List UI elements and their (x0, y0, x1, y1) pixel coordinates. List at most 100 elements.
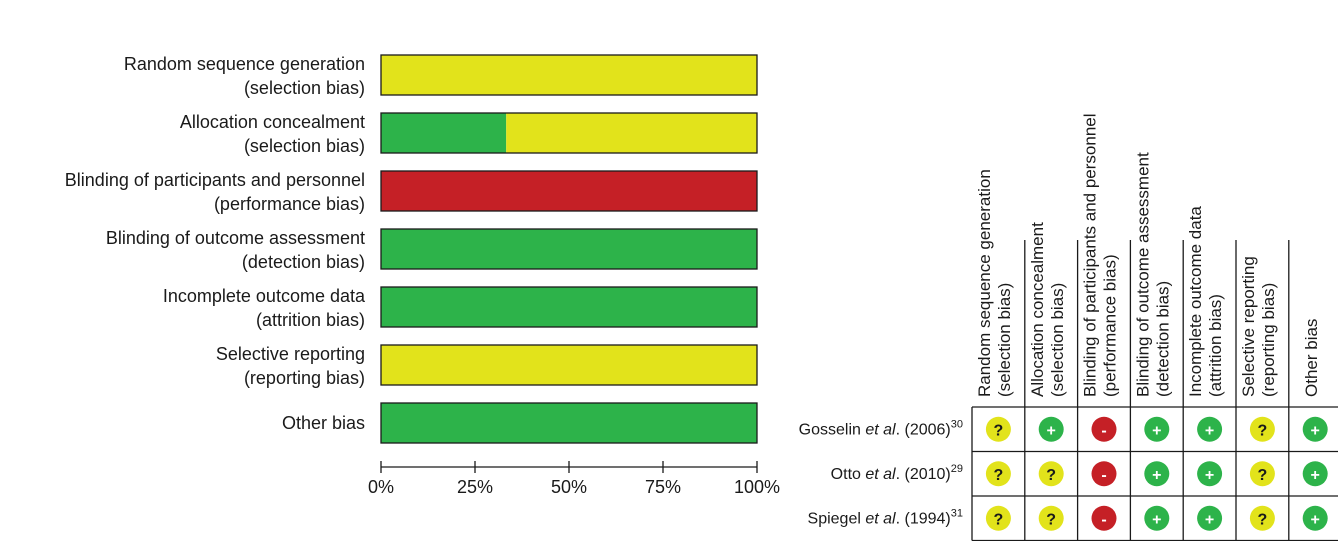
risk-symbol: ? (1046, 467, 1056, 484)
bar-outline (380, 228, 758, 270)
category-label: Blinding of participants and personnel (65, 170, 365, 190)
risk-symbol: + (1311, 467, 1320, 484)
bar-outline (380, 54, 758, 96)
low-risk-marker (1197, 416, 1223, 442)
risk-symbol: + (1205, 467, 1214, 484)
unclear-risk-marker (985, 461, 1011, 487)
bar-segment-low (381, 229, 757, 269)
low-risk-marker (1038, 416, 1064, 442)
low-risk-marker (1302, 505, 1328, 531)
category-label: Blinding of outcome assessment (106, 228, 365, 248)
risk-symbol: + (1311, 511, 1320, 528)
bar-segment-low (381, 403, 757, 443)
x-tick-label: 0% (368, 477, 394, 497)
study-reference: 30 (951, 418, 963, 430)
low-risk-marker (1197, 505, 1223, 531)
bar-outline (380, 112, 758, 154)
high-risk-marker (1091, 461, 1117, 487)
risk-symbol: ? (1258, 467, 1268, 484)
study-reference: 31 (951, 507, 963, 519)
x-tick-label: 50% (551, 477, 587, 497)
risk-symbol: + (1311, 422, 1320, 439)
unclear-risk-marker (985, 505, 1011, 531)
high-risk-marker (1091, 505, 1117, 531)
category-label: Selective reporting (216, 344, 365, 364)
study-name: Gosselin (799, 421, 866, 438)
risk-symbol: - (1101, 511, 1106, 528)
category-label: Random sequence generation (124, 54, 365, 74)
study-label: Spiegel et al. (1994)31 (808, 507, 963, 527)
bar-segment-low (381, 287, 757, 327)
study-label: Gosselin et al. (2006)30 (799, 418, 963, 438)
risk-symbol: ? (994, 422, 1004, 439)
category-sublabel: (selection bias) (244, 136, 365, 156)
unclear-risk-marker (1038, 505, 1064, 531)
column-header: Random sequence generation (975, 169, 994, 397)
unclear-risk-marker (1038, 461, 1064, 487)
category-sublabel: (detection bias) (242, 252, 365, 272)
bar-segment-unclear (506, 113, 757, 153)
x-tick-label: 75% (645, 477, 681, 497)
bar-segment-low (381, 113, 507, 153)
study-reference: 29 (951, 463, 963, 475)
study-etal: et al (865, 466, 896, 483)
column-subheader: (selection bias) (1048, 283, 1067, 397)
category-sublabel: (selection bias) (244, 78, 365, 98)
column-header: Incomplete outcome data (1186, 206, 1205, 397)
bar-outline (380, 170, 758, 212)
study-etal: et al (865, 510, 896, 527)
category-sublabel: (reporting bias) (244, 368, 365, 388)
risk-symbol: - (1101, 422, 1106, 439)
risk-symbol: + (1152, 422, 1161, 439)
risk-symbol: ? (994, 467, 1004, 484)
category-label: Allocation concealment (180, 112, 365, 132)
column-subheader: (selection bias) (995, 283, 1014, 397)
bar-outline (380, 286, 758, 328)
bar-segment-unclear (381, 55, 757, 95)
low-risk-marker (1197, 461, 1223, 487)
low-risk-marker (1302, 461, 1328, 487)
risk-symbol: - (1101, 467, 1106, 484)
study-etal: et al (865, 421, 896, 438)
risk-symbol: + (1205, 511, 1214, 528)
high-risk-marker (1091, 416, 1117, 442)
bar-outline (380, 344, 758, 386)
bar-outline (380, 402, 758, 444)
low-risk-marker (1302, 416, 1328, 442)
study-name: Otto (831, 466, 866, 483)
study-name: Spiegel (808, 510, 866, 527)
category-sublabel: (attrition bias) (256, 310, 365, 330)
category-label: Other bias (282, 413, 365, 433)
column-subheader: (attrition bias) (1206, 294, 1225, 397)
risk-symbol: ? (1258, 422, 1268, 439)
risk-symbol: + (1205, 422, 1214, 439)
column-subheader: (reporting bias) (1259, 283, 1278, 397)
bar-segment-high (381, 171, 757, 211)
column-subheader: (detection bias) (1153, 281, 1172, 397)
x-tick-label: 100% (734, 477, 780, 497)
low-risk-marker (1144, 461, 1170, 487)
unclear-risk-marker (1249, 416, 1275, 442)
category-label: Incomplete outcome data (163, 286, 366, 306)
risk-symbol: + (1152, 511, 1161, 528)
low-risk-marker (1144, 505, 1170, 531)
bar-segment-unclear (381, 345, 757, 385)
unclear-risk-marker (985, 416, 1011, 442)
low-risk-marker (1144, 416, 1170, 442)
risk-symbol: ? (1046, 511, 1056, 528)
category-sublabel: (performance bias) (214, 194, 365, 214)
column-header: Other bias (1302, 319, 1321, 397)
risk-symbol: ? (994, 511, 1004, 528)
study-label: Otto et al. (2010)29 (831, 463, 963, 483)
column-header: Blinding of outcome assessment (1133, 152, 1152, 397)
column-header: Allocation concealment (1028, 222, 1047, 397)
risk-symbol: + (1152, 467, 1161, 484)
risk-symbol: + (1047, 422, 1056, 439)
column-header: Blinding of participants and personnel (1081, 113, 1100, 397)
unclear-risk-marker (1249, 461, 1275, 487)
study-year: . (1994) (896, 510, 951, 527)
column-header: Selective reporting (1239, 256, 1258, 397)
column-subheader: (performance bias) (1101, 254, 1120, 397)
